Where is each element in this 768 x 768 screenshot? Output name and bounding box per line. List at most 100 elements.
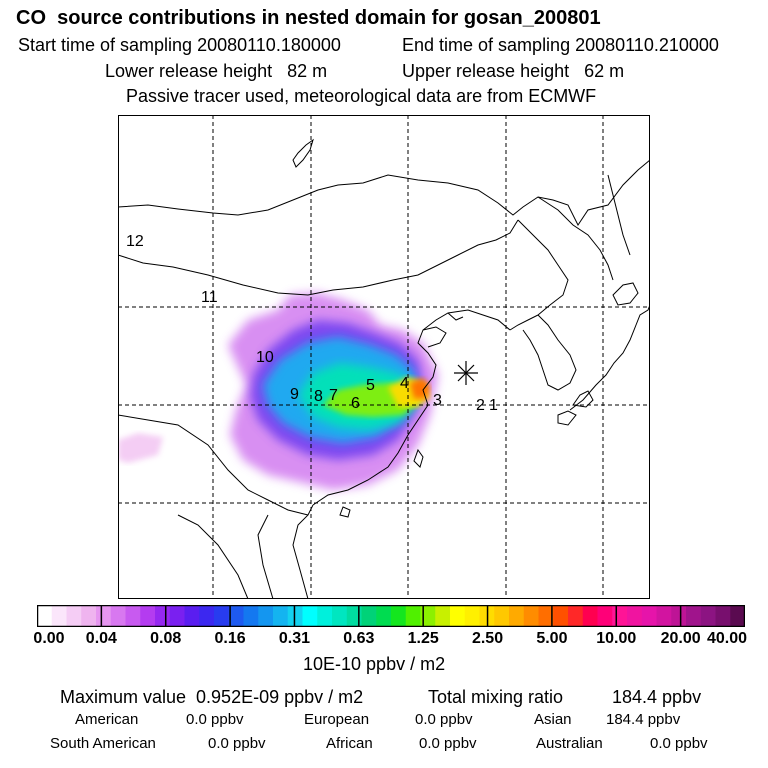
total-mixing-ratio-value: 184.4 ppbv — [612, 687, 702, 707]
colorbar-cell — [612, 605, 628, 627]
colorbar-cell — [37, 605, 53, 627]
colorbar-cell — [700, 605, 716, 627]
colorbar-cell — [420, 605, 436, 627]
asian-label: Asian — [534, 711, 572, 728]
colorbar-cell — [66, 605, 82, 627]
australian-value: 0.0 ppbv — [650, 735, 708, 752]
colorbar-cell — [450, 605, 466, 627]
colorbar-cell — [81, 605, 97, 627]
colorbar-cell — [376, 605, 392, 627]
region-label-1: 1 — [489, 397, 498, 414]
colorbar-cell — [538, 605, 554, 627]
colorbar-cell — [96, 605, 112, 627]
colorbar-cell — [568, 605, 584, 627]
region-label-4: 4 — [400, 375, 409, 392]
colorbar-cell — [125, 605, 141, 627]
maximum-value: Maximum value 0.952E-09 ppbv / m2 — [60, 687, 364, 707]
south-american-value: 0.0 ppbv — [208, 735, 266, 752]
region-label-8: 8 — [314, 388, 323, 405]
region-label-7: 7 — [329, 387, 338, 404]
colorbar-cell — [228, 605, 244, 627]
colorbar-tick-label: 0.04 — [85, 630, 117, 647]
colorbar-cell — [553, 605, 569, 627]
colorbar-cell — [405, 605, 421, 627]
colorbar-cell — [627, 605, 643, 627]
graticule — [118, 115, 650, 599]
region-label-11: 11 — [201, 289, 218, 306]
colorbar-cell — [302, 605, 318, 627]
upper-release-height: Upper release height 62 m — [402, 61, 625, 81]
colorbar-cell — [140, 605, 156, 627]
colorbar-cell — [287, 605, 303, 627]
colorbar-cell — [214, 605, 230, 627]
colorbar-cell — [509, 605, 525, 627]
colorbar-cell — [464, 605, 480, 627]
colorbar — [37, 605, 745, 627]
colorbar-cell — [273, 605, 289, 627]
colorbar-cell — [597, 605, 613, 627]
colorbar-tick-label: 0.16 — [214, 630, 246, 647]
colorbar-tick-label: 0.08 — [150, 630, 182, 647]
colorbar-cell — [169, 605, 185, 627]
colorbar-cell — [317, 605, 333, 627]
colorbar-cell — [686, 605, 702, 627]
colorbar-tick-label: 0.31 — [278, 630, 311, 647]
concentration-plume — [118, 293, 438, 490]
colorbar-cell — [243, 605, 259, 627]
colorbar-tick-label: 10.00 — [596, 630, 637, 647]
colorbar-frame — [37, 605, 745, 627]
european-value: 0.0 ppbv — [415, 711, 473, 728]
region-label-5: 5 — [366, 377, 375, 394]
colorbar-cell — [332, 605, 348, 627]
receptor-marker — [454, 361, 478, 385]
start-time: Start time of sampling 20080110.180000 — [18, 35, 341, 55]
region-label-2: 2 — [476, 397, 485, 414]
region-label-10: 10 — [256, 349, 274, 366]
colorbar-tick-label: 0.00 — [33, 630, 65, 647]
colorbar-cell — [730, 605, 745, 627]
coastlines-borders — [118, 138, 650, 599]
colorbar-cell — [184, 605, 200, 627]
colorbar-units: 10E-10 ppbv / m2 — [303, 654, 446, 674]
region-label-6: 6 — [351, 395, 360, 412]
australian-label: Australian — [536, 735, 603, 752]
region-label-9: 9 — [290, 386, 299, 403]
african-label: African — [326, 735, 373, 752]
map-frame — [118, 115, 650, 599]
colorbar-cell — [494, 605, 510, 627]
colorbar-cell — [346, 605, 362, 627]
region-label-3: 3 — [433, 392, 442, 409]
colorbar-cell — [361, 605, 377, 627]
colorbar-cell — [671, 605, 687, 627]
colorbar-tick-label: 5.00 — [536, 630, 568, 647]
colorbar-cell — [656, 605, 672, 627]
map-panel: 12 11 10 9 8 7 6 5 4 3 2 1 — [118, 115, 650, 599]
colorbar-cell — [199, 605, 215, 627]
total-mixing-ratio-label: Total mixing ratio — [428, 687, 564, 707]
map-title: CO source contributions in nested domain… — [16, 7, 601, 29]
colorbar-cell — [641, 605, 657, 627]
colorbar-cell — [582, 605, 598, 627]
asian-value: 184.4 ppbv — [606, 711, 681, 728]
european-label: European — [304, 711, 370, 728]
colorbar-cell — [51, 605, 67, 627]
colorbar-tick-label: 20.00 — [660, 630, 701, 647]
south-american-label: South American — [50, 735, 156, 752]
colorbar-tick-label: 1.25 — [407, 630, 439, 647]
colorbar-cell — [391, 605, 407, 627]
american-label: American — [75, 711, 139, 728]
region-label-12: 12 — [126, 233, 144, 250]
colorbar-tick-label: 0.63 — [343, 630, 375, 647]
region-labels: 12 11 10 9 8 7 6 5 4 3 2 1 — [126, 233, 498, 414]
colorbar-cell — [523, 605, 539, 627]
colorbar-cell — [715, 605, 731, 627]
colorbar-cell — [110, 605, 126, 627]
african-value: 0.0 ppbv — [419, 735, 477, 752]
colorbar-cell — [155, 605, 171, 627]
colorbar-tick-label: 2.50 — [471, 630, 504, 647]
lower-release-height: Lower release height 82 m — [105, 61, 328, 81]
note: Passive tracer used, meteorological data… — [126, 86, 597, 106]
colorbar-cell — [435, 605, 451, 627]
colorbar-tick-label: 40.00 — [706, 630, 748, 647]
american-value: 0.0 ppbv — [186, 711, 244, 728]
